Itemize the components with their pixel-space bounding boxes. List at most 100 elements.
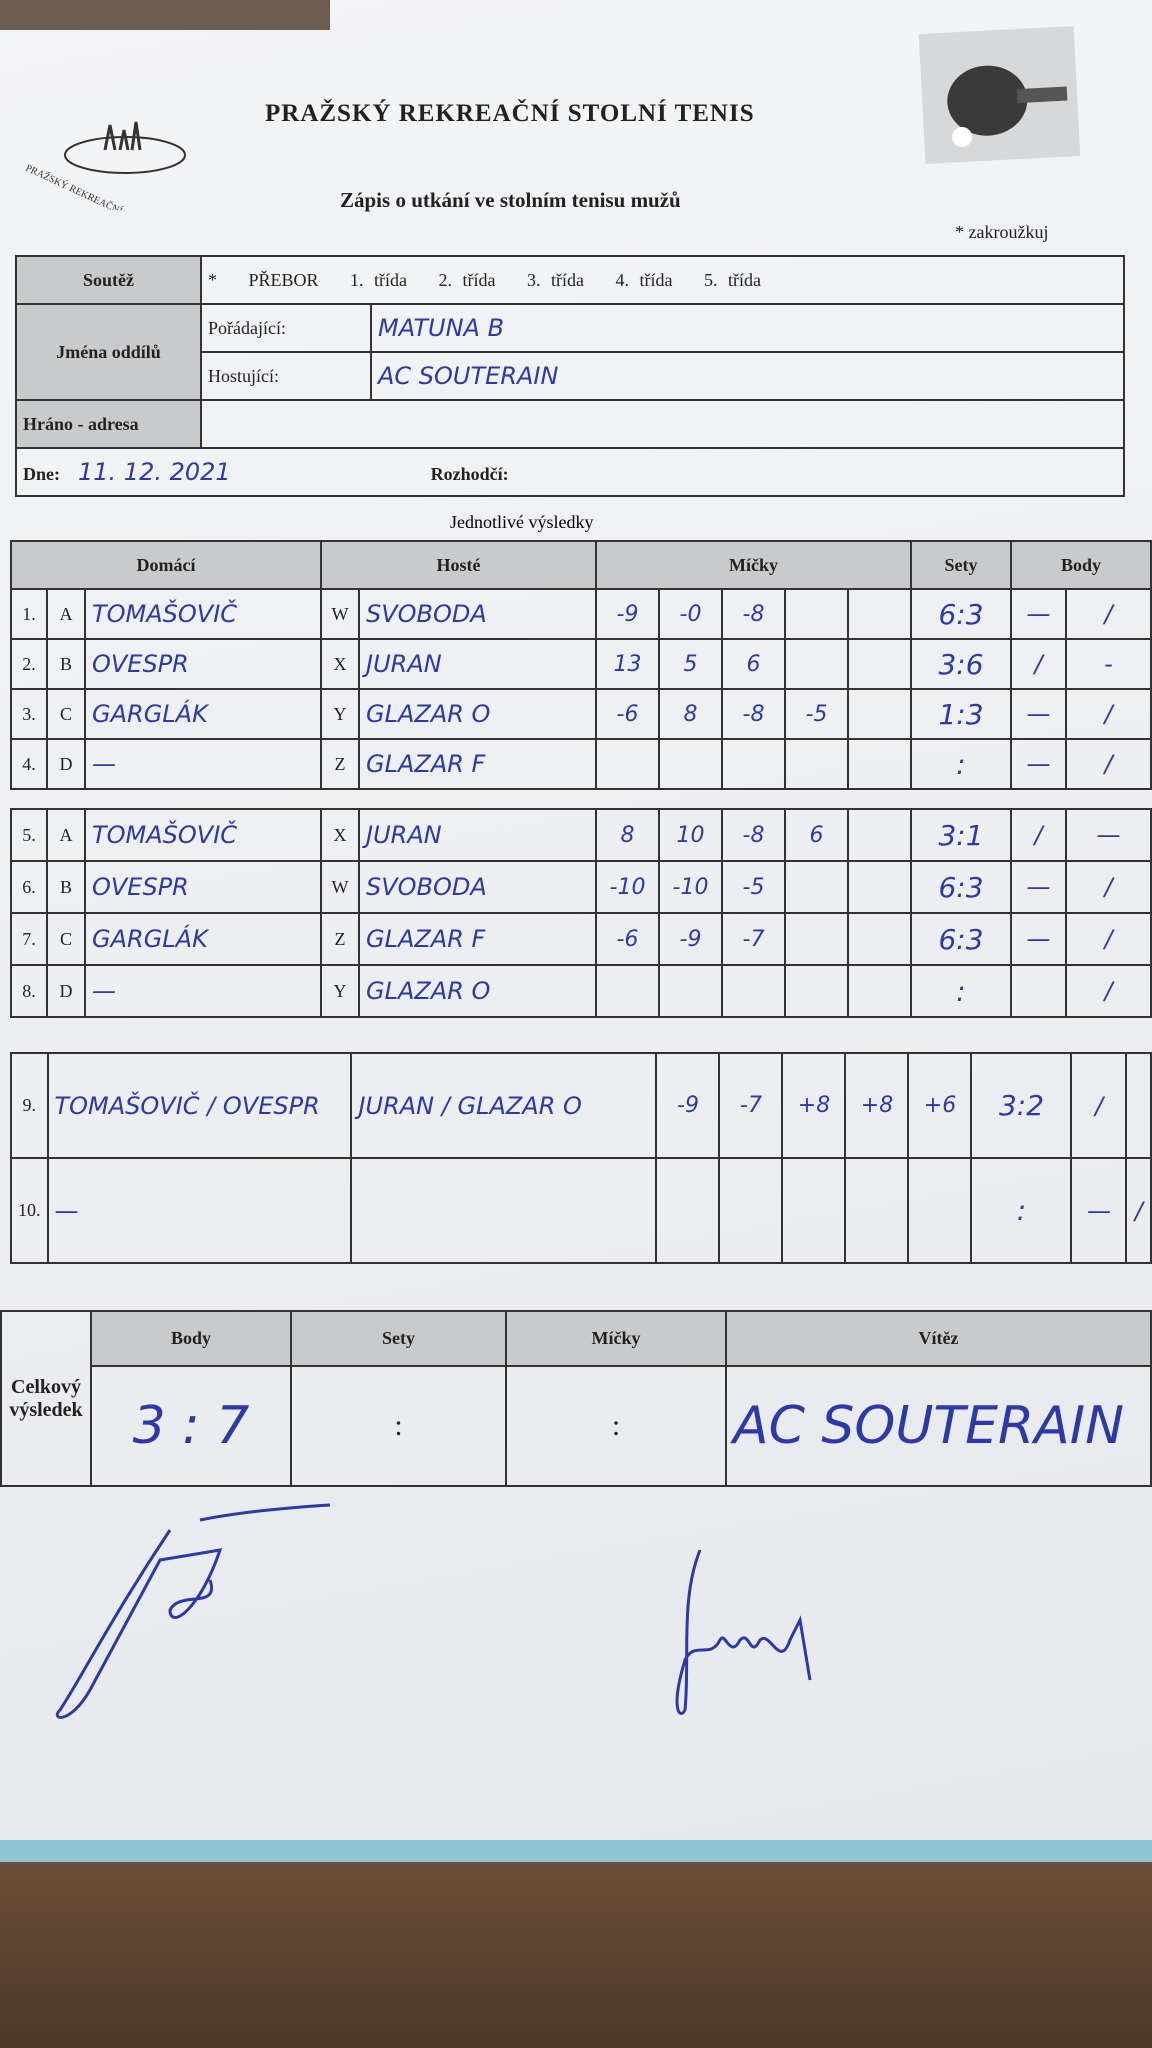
guest-player: GLAZAR O: [358, 964, 597, 1018]
point-guest: [1125, 1052, 1152, 1159]
set-score: [721, 964, 786, 1018]
guest-player: GLAZAR O: [358, 688, 597, 740]
set-score: 13: [595, 638, 660, 690]
home-players: —: [46, 1157, 353, 1264]
set-score: 6: [721, 638, 786, 690]
home-letter: C: [46, 688, 86, 740]
set-score: [595, 964, 660, 1018]
point-home: [1010, 964, 1067, 1018]
set-score: [784, 738, 849, 790]
match-row: 8. D — Y GLAZAR O: /: [10, 964, 1152, 1018]
soutez-label: Soutěž: [15, 255, 202, 305]
background: [0, 0, 330, 30]
set-score: [847, 860, 912, 914]
home-player: —: [84, 964, 322, 1018]
set-score: [721, 738, 786, 790]
table-surface: [0, 1862, 1152, 2048]
point-guest: /: [1065, 964, 1152, 1018]
match-number: 5.: [10, 808, 48, 862]
subtitle: Zápis o utkání ve stolním tenisu mužů: [340, 188, 681, 212]
match-number: 7.: [10, 912, 48, 966]
set-score: +8: [844, 1052, 910, 1159]
point-home: /: [1010, 808, 1067, 862]
hrano-label: Hráno - adresa: [15, 399, 202, 449]
point-guest: /: [1065, 688, 1152, 740]
home-player: TOMAŠOVIČ: [84, 588, 322, 640]
summary-label: Celkový výsledek: [0, 1310, 92, 1487]
home-player: OVESPR: [84, 638, 322, 690]
summary-table: Celkový výsledek Body Sety Míčky Vítěz 3 : …: [0, 1310, 1152, 1487]
set-score: 8: [658, 688, 723, 740]
set-score: -9: [655, 1052, 721, 1159]
summary-winner: AC SOUTERAIN: [725, 1365, 1152, 1487]
set-score: 6: [784, 808, 849, 862]
point-guest: /: [1125, 1157, 1152, 1264]
set-score: 8: [595, 808, 660, 862]
set-score: [658, 738, 723, 790]
set-score: -5: [721, 860, 786, 914]
set-score: -8: [721, 688, 786, 740]
set-score: -10: [595, 860, 660, 914]
point-guest: /: [1065, 588, 1152, 640]
home-player: GARGLÁK: [84, 688, 322, 740]
home-letter: C: [46, 912, 86, 966]
sets-score: 6:3: [910, 860, 1012, 914]
set-score: [847, 588, 912, 640]
signature-guest: [675, 1549, 812, 1715]
summary-micky: :: [505, 1365, 727, 1487]
results-table-1: Domácí Hosté Míčky Sety Body 1. A TOMAŠOVIČ W SV…: [10, 540, 1152, 790]
point-guest: /: [1065, 912, 1152, 966]
sets-score: 6:3: [910, 912, 1012, 966]
match-number: 3.: [10, 688, 48, 740]
sets-score: 3:2: [970, 1052, 1073, 1159]
set-score: +8: [781, 1052, 847, 1159]
doubles-table: 9. TOMAŠOVIČ / OVESPR JURAN / GLAZAR O -9 -7…: [10, 1052, 1152, 1264]
hostujici-label: Hostující:: [200, 351, 372, 401]
set-score: -9: [658, 912, 723, 966]
set-score: [718, 1157, 784, 1264]
set-score: 5: [658, 638, 723, 690]
set-score: [784, 860, 849, 914]
guest-letter: Y: [320, 688, 360, 740]
guest-players: [350, 1157, 658, 1264]
point-home: —: [1010, 588, 1067, 640]
point-home: —: [1010, 688, 1067, 740]
guest-letter: Z: [320, 738, 360, 790]
guest-letter: X: [320, 808, 360, 862]
home-player: TOMAŠOVIČ: [84, 808, 322, 862]
set-score: [847, 688, 912, 740]
summary-header-vitez: Vítěz: [725, 1310, 1152, 1367]
point-guest: /: [1065, 860, 1152, 914]
match-row: 5. A TOMAŠOVIČ X JURAN 8 10 -8 6 3:1/—: [10, 808, 1152, 862]
home-letter: B: [46, 860, 86, 914]
point-home: —: [1010, 738, 1067, 790]
note: * zakroužkuj: [955, 222, 1049, 242]
set-score: [595, 738, 660, 790]
results-table-2: 5. A TOMAŠOVIČ X JURAN 8 10 -8 6 3:1/—6. B OVESPR W S…: [10, 808, 1152, 1018]
summary-header-body: Body: [90, 1310, 292, 1367]
set-score: -7: [718, 1052, 784, 1159]
guest-player: SVOBODA: [358, 588, 597, 640]
match-number: 6.: [10, 860, 48, 914]
prst-logo: PRAŽSKÝ REKREAČNÍ STOLNÍ TENIS: [24, 121, 186, 210]
set-score: [658, 964, 723, 1018]
set-score: [655, 1157, 721, 1264]
hostujici-value: AC SOUTERAIN: [370, 351, 1125, 401]
set-score: [784, 912, 849, 966]
rozhodci-label: Rozhodčí:: [430, 464, 509, 484]
set-score: -9: [595, 588, 660, 640]
guest-player: GLAZAR F: [358, 738, 597, 790]
guest-letter: W: [320, 860, 360, 914]
guest-letter: X: [320, 638, 360, 690]
sets-score: :: [970, 1157, 1073, 1264]
class-list: * PŘEBOR 1. třída 2. třída 3. třída 4. t…: [200, 255, 1125, 305]
match-number: 1.: [10, 588, 48, 640]
point-home: /: [1070, 1052, 1128, 1159]
results-caption: Jednotlivé výsledky: [450, 512, 594, 532]
home-player: GARGLÁK: [84, 912, 322, 966]
summary-header-sety: Sety: [290, 1310, 507, 1367]
summary-sety: :: [290, 1365, 507, 1487]
match-row: 7. C GARGLÁK Z GLAZAR F -6 -9 -7 6:3— /: [10, 912, 1152, 966]
set-score: 10: [658, 808, 723, 862]
ping-pong-image: [918, 26, 1081, 164]
